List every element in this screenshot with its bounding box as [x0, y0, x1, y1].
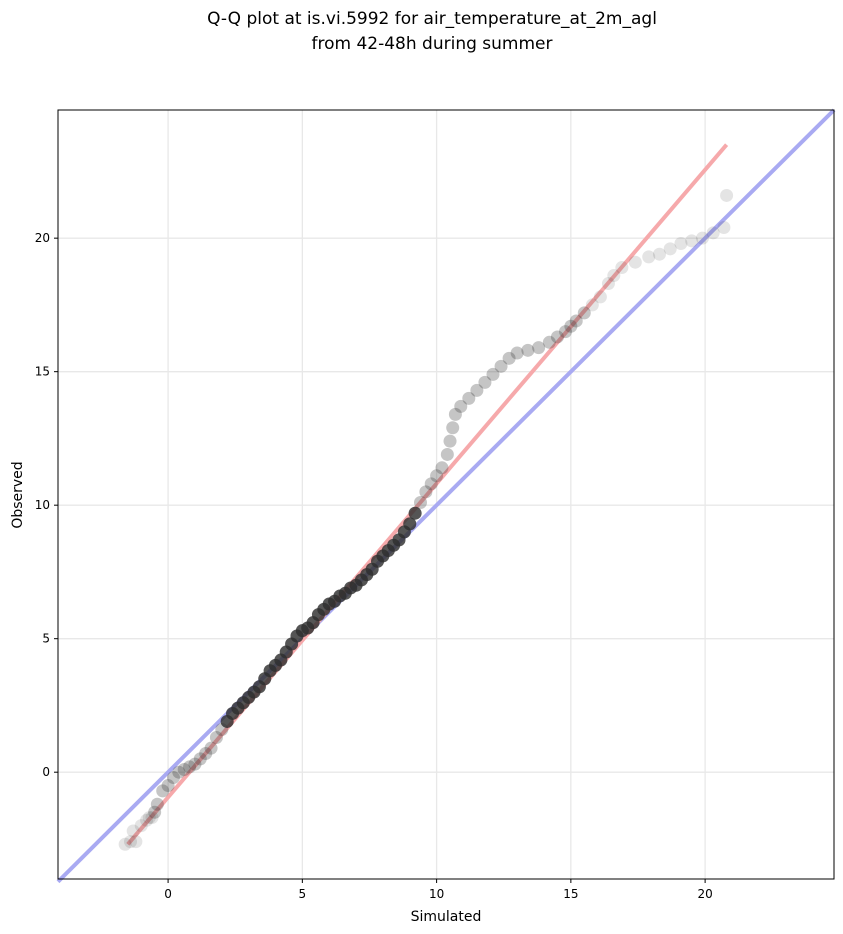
data-point — [134, 819, 148, 833]
data-point — [129, 835, 143, 849]
chart-title-line-2: from 42-48h during summer — [312, 34, 553, 54]
data-point — [454, 399, 468, 413]
y-tick-label: 10 — [35, 498, 50, 512]
data-point — [172, 765, 186, 779]
data-point — [148, 805, 162, 819]
data-point — [674, 237, 688, 251]
data-point — [150, 797, 164, 811]
data-point — [193, 752, 207, 766]
data-point — [413, 496, 427, 510]
chart-title-line-1: Q-Q plot at is.vi.5992 for air_temperatu… — [207, 9, 657, 29]
data-point — [118, 837, 132, 851]
data-point — [706, 226, 720, 240]
data-point — [209, 730, 223, 744]
axis-ticks: 0 5 10 15 20 0 5 10 15 20 — [35, 231, 713, 901]
data-point — [486, 367, 500, 381]
data-point — [585, 298, 599, 312]
data-point — [569, 314, 583, 328]
data-point — [550, 330, 564, 344]
data-point — [521, 343, 535, 357]
data-point — [564, 319, 578, 333]
data-point — [593, 290, 607, 304]
data-point — [204, 741, 218, 755]
data-point — [652, 247, 666, 261]
data-point — [430, 469, 444, 483]
data-point — [628, 255, 642, 269]
y-tick-label: 15 — [35, 365, 50, 379]
y-tick-label: 0 — [42, 765, 50, 779]
data-point — [470, 383, 484, 397]
identity-line — [56, 108, 836, 884]
data-point — [663, 242, 677, 256]
data-point — [440, 447, 454, 461]
data-point — [177, 763, 191, 777]
data-point — [607, 269, 621, 283]
x-tick-label: 0 — [164, 887, 172, 901]
data-point — [717, 220, 731, 234]
data-point — [199, 747, 213, 761]
data-point — [443, 434, 457, 448]
x-tick-label: 5 — [299, 887, 307, 901]
data-point — [183, 760, 197, 774]
data-point — [685, 234, 699, 248]
data-point — [478, 375, 492, 389]
data-point — [140, 813, 154, 827]
reference-lines — [56, 108, 836, 884]
data-point — [126, 824, 140, 838]
data-point — [161, 779, 175, 793]
y-tick-label: 5 — [42, 632, 50, 646]
x-axis-label: Simulated — [411, 909, 482, 925]
data-point-dense — [403, 517, 417, 531]
y-tick-label: 20 — [35, 231, 50, 245]
data-point — [123, 835, 137, 849]
data-point — [642, 250, 656, 264]
data-point — [532, 341, 546, 355]
data-point — [166, 771, 180, 785]
data-point — [601, 277, 615, 291]
data-point-dense — [408, 506, 422, 520]
data-point — [419, 485, 433, 499]
data-point — [142, 811, 156, 825]
data-points — [118, 188, 734, 851]
x-tick-label: 10 — [429, 887, 444, 901]
data-point — [615, 261, 629, 275]
x-tick-label: 15 — [563, 887, 578, 901]
data-point — [542, 335, 556, 349]
plot-frame — [57, 109, 835, 880]
data-point — [156, 784, 170, 798]
y-axis-label: Observed — [10, 461, 26, 528]
data-point — [145, 811, 159, 825]
data-point — [462, 391, 476, 405]
data-point — [435, 461, 449, 475]
x-tick-label: 20 — [697, 887, 712, 901]
data-point — [446, 421, 460, 435]
data-point — [424, 477, 438, 491]
data-point — [448, 407, 462, 421]
data-point — [502, 351, 516, 365]
data-point — [720, 188, 734, 202]
data-point — [695, 231, 709, 245]
data-point — [188, 757, 202, 771]
data-point — [510, 346, 524, 360]
data-point — [494, 359, 508, 373]
data-point — [558, 325, 572, 339]
data-point — [577, 306, 591, 320]
